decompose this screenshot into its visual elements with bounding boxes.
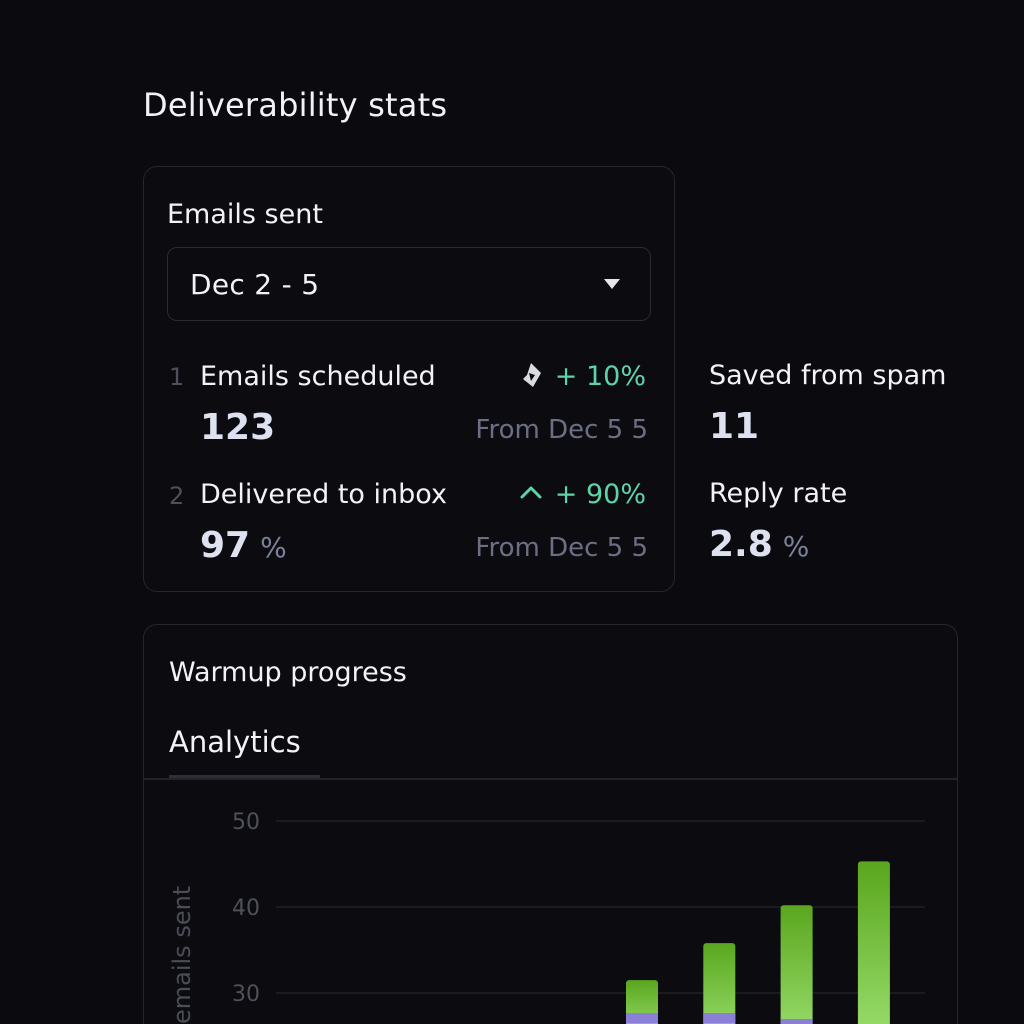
stat-change-delivered-to-inbox: + 90% [554,479,646,510]
stat-value-reply-rate: 2.8% [709,524,810,565]
stat-value-saved-from-spam: 11 [709,406,760,447]
date-range-value: Dec 2 - 5 [190,268,320,301]
tab-analytics[interactable]: Analytics [169,725,301,759]
stat-comparison-delivered-to-inbox: From Dec 5 5 [475,533,648,563]
chart-y-tick-label: 30 [232,982,260,1007]
chart-bar-segment [703,1013,736,1024]
stat-label-reply-rate: Reply rate [709,478,848,509]
emails-sent-title: Emails sent [167,199,323,230]
stat-value-emails-scheduled: 123 [200,407,276,448]
stat-value-delivered-to-inbox: 97% [200,525,287,566]
stat-label-saved-from-spam: Saved from spam [709,360,947,391]
chart-y-axis-label: emails sent [168,886,196,1024]
chart-bar [780,905,813,1024]
stat-comparison-emails-scheduled: From Dec 5 5 [475,415,648,445]
stat-index: 2 [169,482,185,510]
tab-divider [144,778,957,780]
chart-y-tick-label: 40 [232,896,260,921]
stat-change-emails-scheduled: + 10% [554,361,646,392]
emails-sent-card: Emails sent Dec 2 - 5 1 Emails scheduled… [143,166,675,592]
page-title: Deliverability stats [143,86,448,124]
chart-bar-segment [626,1013,658,1024]
chart-y-tick-label: 50 [232,810,260,835]
chevron-down-icon [604,279,620,289]
stat-unit: % [782,530,810,563]
stat-unit: % [260,531,287,564]
chart-bar [857,861,890,1024]
stat-label-delivered-to-inbox: Delivered to inbox [200,479,447,510]
trend-arrow-icon [523,363,541,387]
date-range-select[interactable]: Dec 2 - 5 [167,247,651,321]
warmup-progress-card: Warmup progress Analytics [143,624,958,1024]
tab-active-indicator [169,775,320,778]
chart-bar [703,943,736,1024]
stat-index: 1 [169,363,185,391]
stat-label-emails-scheduled: Emails scheduled [200,361,436,392]
chart-bar-segment [780,1019,813,1024]
chevron-up-icon [520,486,542,499]
warmup-progress-title: Warmup progress [169,657,407,688]
